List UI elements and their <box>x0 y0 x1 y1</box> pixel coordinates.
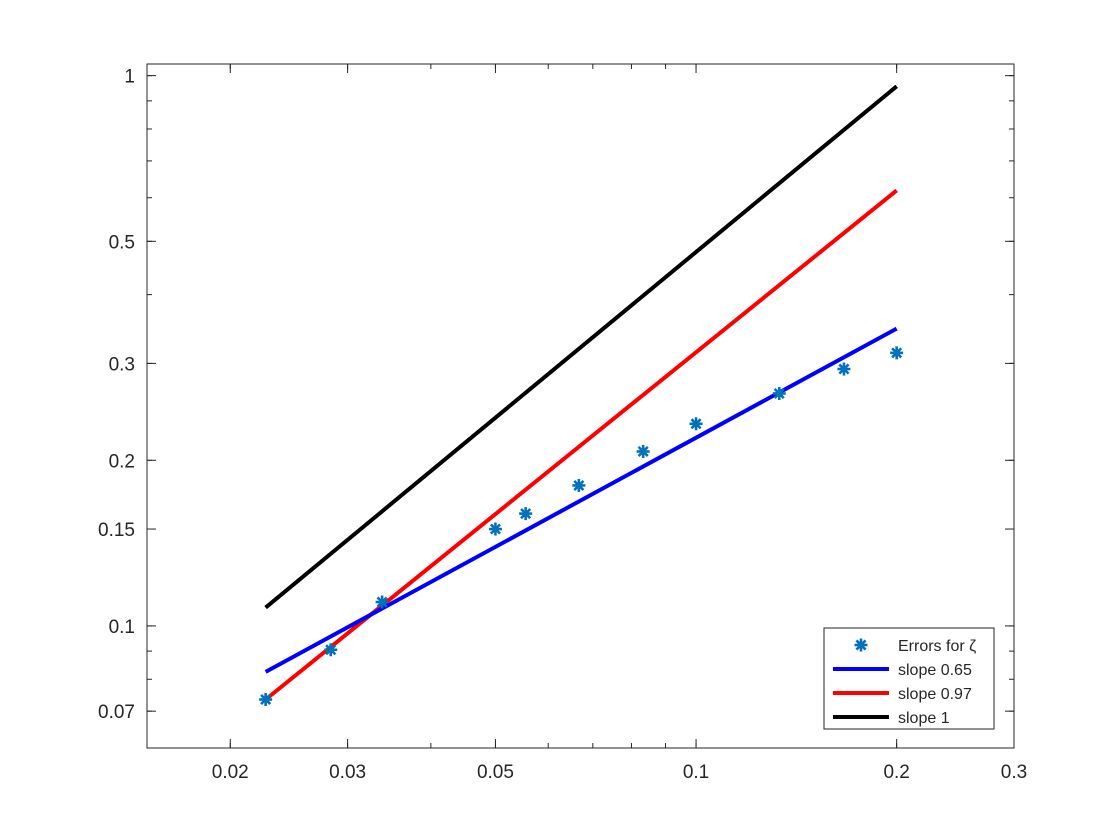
data-point <box>890 346 904 360</box>
legend-box <box>823 627 995 730</box>
x-tick-label: 0.1 <box>683 762 709 783</box>
legend-label: Errors for ζ <box>898 638 976 655</box>
y-tick-label: 0.1 <box>109 617 135 638</box>
y-tick-label: 0.5 <box>109 232 135 253</box>
data-point <box>837 362 851 376</box>
legend-item: slope 0.65 <box>833 662 972 679</box>
legend-label: slope 0.97 <box>898 686 972 703</box>
legend-label: slope 0.65 <box>898 662 972 679</box>
x-tick-label: 0.2 <box>883 762 909 783</box>
x-tick-label: 0.3 <box>1001 762 1027 783</box>
data-point <box>636 444 650 458</box>
data-point <box>324 643 338 657</box>
data-point <box>375 595 389 609</box>
x-axis: 0.02 0.03 0.05 0.1 0.2 0.3 <box>212 64 1027 783</box>
y-tick-label: 0.3 <box>109 354 135 375</box>
legend-item: slope 1 <box>833 710 950 727</box>
data-point <box>488 522 502 536</box>
data-point <box>689 417 703 431</box>
y-tick-label: 0.2 <box>109 451 135 472</box>
data-point <box>519 507 533 521</box>
legend: Errors for ζ slope 0.65 slope 0.97 slope 1 <box>823 627 995 730</box>
legend-item: slope 0.97 <box>833 686 972 703</box>
y-tick-label: 0.07 <box>98 702 135 723</box>
data-point <box>772 386 786 400</box>
x-tick-label: 0.05 <box>477 762 514 783</box>
y-tick-label: 0.15 <box>98 520 135 541</box>
series-line-slope-0-65 <box>264 326 898 674</box>
legend-marker <box>854 638 868 652</box>
data-point <box>572 478 586 492</box>
data-point <box>259 693 273 707</box>
x-tick-label: 0.02 <box>212 762 249 783</box>
legend-label: slope 1 <box>898 710 950 727</box>
y-axis: 0.07 0.1 0.15 0.2 0.3 0.5 1 <box>98 67 1014 723</box>
y-tick-label: 1 <box>124 67 135 88</box>
x-tick-label: 0.03 <box>329 762 366 783</box>
axes-box <box>146 63 1015 749</box>
series-line-slope-1 <box>264 84 898 610</box>
legend-item: Errors for ζ <box>854 638 976 655</box>
series-layer <box>259 84 904 707</box>
